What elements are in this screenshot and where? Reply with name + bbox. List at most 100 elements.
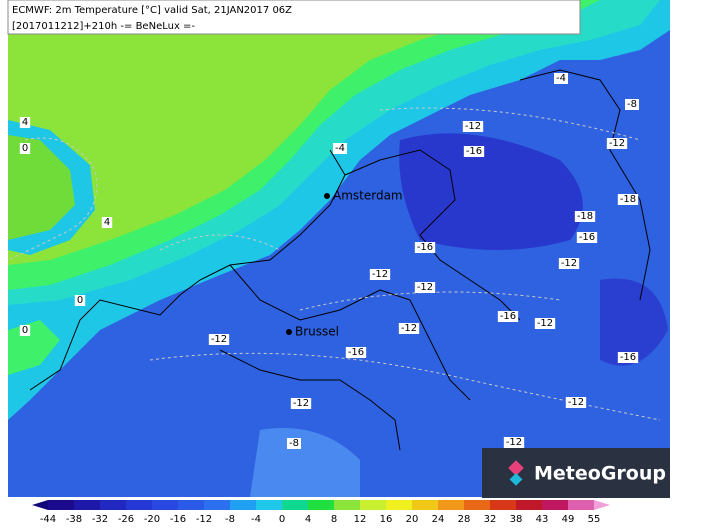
contour-label-box (606, 138, 628, 149)
colorbar-label: 55 (588, 514, 601, 525)
colorbar-label: 28 (458, 514, 471, 525)
cold-core (399, 133, 583, 250)
colorbar-label: -16 (170, 514, 186, 525)
contour-label: -16 (579, 232, 595, 243)
colorbar-label: -4 (251, 514, 261, 525)
contour-label: -12 (506, 437, 522, 448)
colorbar-label: 8 (331, 514, 337, 525)
contour-label: -8 (627, 99, 637, 110)
colorbar-label: 12 (354, 514, 367, 525)
colorbar-cell (464, 500, 490, 510)
contour-label: 0 (77, 295, 83, 306)
colorbar-cell (152, 500, 178, 510)
header-line2: [2017011212]+210h -= BeNeLux =- (12, 21, 195, 32)
contour-label: -12 (537, 318, 553, 329)
cold-core-east (600, 278, 668, 366)
contour-label-box (625, 99, 639, 110)
contour-label: -12 (568, 397, 584, 408)
contour-label-box (565, 397, 587, 408)
city-label: Amsterdam (333, 189, 403, 203)
contour-label: -12 (211, 334, 227, 345)
city-dot (324, 193, 330, 199)
colorbar-label: -20 (144, 514, 160, 525)
lightgreen-zone (8, 0, 560, 265)
colorbar-label: -38 (66, 514, 82, 525)
contour-label-box (558, 258, 580, 269)
contour-label: 0 (22, 143, 28, 154)
contour-label-box (462, 121, 484, 132)
contour-label: -16 (417, 242, 433, 253)
borders (29, 69, 651, 451)
header-line1: ECMWF: 2m Temperature [°C] valid Sat, 21… (12, 5, 292, 16)
contour-label: -18 (620, 194, 636, 205)
contour-label-box (617, 352, 639, 363)
contour-label: -12 (609, 138, 625, 149)
colorbar-label: -32 (92, 514, 108, 525)
city-dot (286, 329, 292, 335)
colorbar-arrow (32, 500, 48, 510)
contour-label-box (576, 232, 598, 243)
warm-south (250, 428, 360, 497)
colorbar-cell (178, 500, 204, 510)
contour-label-box (497, 311, 519, 322)
contour-label-box (554, 73, 568, 84)
colorbar-label: 16 (380, 514, 393, 525)
contour-label: -16 (466, 146, 482, 157)
colorbar-cell (412, 500, 438, 510)
england-green (8, 135, 75, 240)
contour-label-box (345, 347, 367, 358)
contour-label: -12 (372, 269, 388, 280)
colorbar-cell (204, 500, 230, 510)
contour-label: -12 (417, 282, 433, 293)
colorbar-label: 43 (536, 514, 549, 525)
colorbar-cell (256, 500, 282, 510)
contour-label-box (503, 437, 525, 448)
colorbar-cell (308, 500, 334, 510)
colorbar-cell (438, 500, 464, 510)
contour-label-box (19, 117, 31, 128)
map-area (7, 0, 670, 497)
logo-text: MeteoGroup (534, 463, 666, 485)
colorbar-cell (516, 500, 542, 510)
colorbar-cell (360, 500, 386, 510)
colorbar-label: -12 (196, 514, 212, 525)
colorbar-cell (542, 500, 568, 510)
colorbar-label: 38 (510, 514, 523, 525)
contour-label: -12 (465, 121, 481, 132)
contour-label-box (74, 295, 86, 306)
contour-label-box (208, 334, 230, 345)
colorbar-label: -26 (118, 514, 134, 525)
colorbar-label: -44 (40, 514, 56, 525)
colorbar-cell (282, 500, 308, 510)
colorbar-label: 0 (279, 514, 285, 525)
colorbar-cell (334, 500, 360, 510)
city-label: Brussel (295, 325, 339, 339)
contour-label-box (398, 323, 420, 334)
colorbar-cell (48, 500, 74, 510)
contour-label-box (414, 282, 436, 293)
header-box (7, 0, 581, 35)
colorbar-label: 4 (305, 514, 311, 525)
contour-label: -8 (289, 438, 299, 449)
contour-label-box (414, 242, 436, 253)
contour-label: -16 (620, 352, 636, 363)
contour-label-box (287, 438, 301, 449)
colorbar-cell (386, 500, 412, 510)
contour-label-box (333, 143, 347, 154)
colorbar-label: 20 (406, 514, 419, 525)
contour-label-box (19, 143, 31, 154)
contour-label-box (574, 211, 596, 222)
contours (7, 107, 661, 421)
contour-label-box (534, 318, 556, 329)
contour-label: -12 (293, 398, 309, 409)
colorbar-label: 32 (484, 514, 497, 525)
colorbar-label: 24 (432, 514, 445, 525)
contour-label-box (101, 217, 113, 228)
contour-label: -4 (335, 143, 345, 154)
colorbar-label: 49 (562, 514, 575, 525)
contour-label-box (617, 194, 639, 205)
colorbar-cell (126, 500, 152, 510)
contour-label-box (290, 398, 312, 409)
colorbar-label: -8 (225, 514, 235, 525)
